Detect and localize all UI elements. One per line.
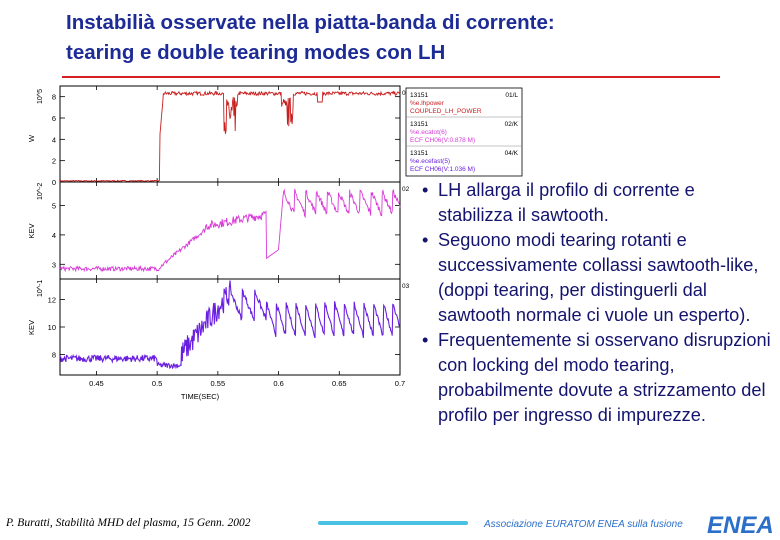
slide-title: Instabilià osservate nella piatta-banda … [66, 8, 766, 68]
y-tick-label: 2 [52, 157, 56, 166]
x-tick-label: 0.7 [395, 379, 405, 388]
title-line-2: tearing e double tearing modes con LH [66, 41, 446, 64]
legend-id: 01/L [505, 92, 518, 99]
x-tick-label: 0.55 [211, 379, 226, 388]
y-axis-exponent: 10^5 [37, 89, 44, 104]
series-line [59, 90, 401, 183]
y-tick-label: 6 [52, 114, 56, 123]
legend-desc: COUPLED_LH_POWER [410, 108, 482, 115]
y-tick-label: 3 [52, 260, 56, 269]
legend-signal: %e.ecatot(6) [410, 129, 447, 136]
legend-shot: 13151 [410, 121, 428, 128]
panel-corner-label: 03 [402, 283, 410, 290]
y-axis-exponent: 10^-2 [37, 183, 44, 200]
plot-panel: 8 10 12 KEV 10^-1 03 [28, 278, 410, 376]
series-line [59, 280, 401, 370]
bullet-dot: • [422, 330, 429, 350]
y-axis-label: KEV [28, 223, 36, 238]
y-tick-label: 4 [52, 135, 56, 144]
x-tick-label: 0.5 [152, 379, 162, 388]
bullet-dot: • [422, 180, 429, 200]
y-tick-label: 8 [52, 93, 56, 102]
y-tick-label: 8 [52, 350, 56, 359]
bullet-item: • Frequentemente si osservano disrupzioni… [420, 328, 772, 428]
y-tick-label: 0 [52, 178, 56, 187]
y-tick-label: 12 [48, 296, 56, 305]
legend-desc: ECF CH06(V:1.036 M) [410, 166, 475, 173]
legend-desc: ECF CH06(V:0.878 M) [410, 137, 475, 144]
bullet-list: • LH allarga il profilo di corrente e sta… [420, 178, 772, 428]
legend-box [405, 87, 523, 177]
footer-author: P. Buratti, Stabilità MHD del plasma, 15… [6, 517, 251, 529]
legend-id: 02/K [505, 121, 519, 128]
footer-accent-bar [318, 521, 468, 525]
legend-shot: 13151 [410, 92, 428, 99]
panel-corner-label: 02 [402, 186, 410, 193]
x-axis-label: TIME(SEC) [181, 392, 220, 401]
y-axis-label: W [28, 134, 36, 142]
legend-signal: %e.ecefast(5) [410, 158, 450, 165]
bullet-text: Seguono modi tearing rotanti e successiv… [438, 230, 759, 325]
legend-signal: %e.lhpower [410, 100, 445, 107]
bullet-item: • Seguono modi tearing rotanti e successi… [420, 228, 772, 328]
series-line [59, 188, 401, 273]
y-tick-label: 4 [52, 231, 56, 240]
x-tick-label: 0.45 [89, 379, 104, 388]
title-line-1: Instabilià osservate nella piatta-banda … [66, 11, 555, 34]
footer-association: Associazione EURATOM ENEA sulla fusione [484, 519, 683, 530]
plot-figure: 02468W10^501345KEV10^-20281012KEV10^-103… [28, 82, 536, 412]
x-tick-label: 0.65 [332, 379, 347, 388]
y-tick-label: 5 [52, 202, 56, 211]
y-axis-label: KEV [28, 320, 36, 335]
bullet-dot: • [422, 230, 429, 250]
bullet-item: • LH allarga il profilo di corrente e sta… [420, 178, 772, 228]
title-underline [62, 76, 720, 78]
y-tick-label: 10 [48, 323, 56, 332]
x-tick-label: 0.6 [273, 379, 283, 388]
legend-shot: 13151 [410, 150, 428, 157]
enea-logo: ENEA [707, 512, 774, 538]
legend-id: 04/K [505, 150, 519, 157]
bullet-text: LH allarga il profilo di corrente e stab… [438, 180, 695, 225]
bullet-text: Frequentemente si osservano disrupzioni … [438, 330, 771, 425]
logo-text: ENEA [707, 512, 774, 538]
y-axis-exponent: 10^-1 [37, 280, 44, 297]
x-axis: 0.45 0.5 0.55 0.6 0.65 0.7 TIME(SEC) [89, 379, 405, 401]
